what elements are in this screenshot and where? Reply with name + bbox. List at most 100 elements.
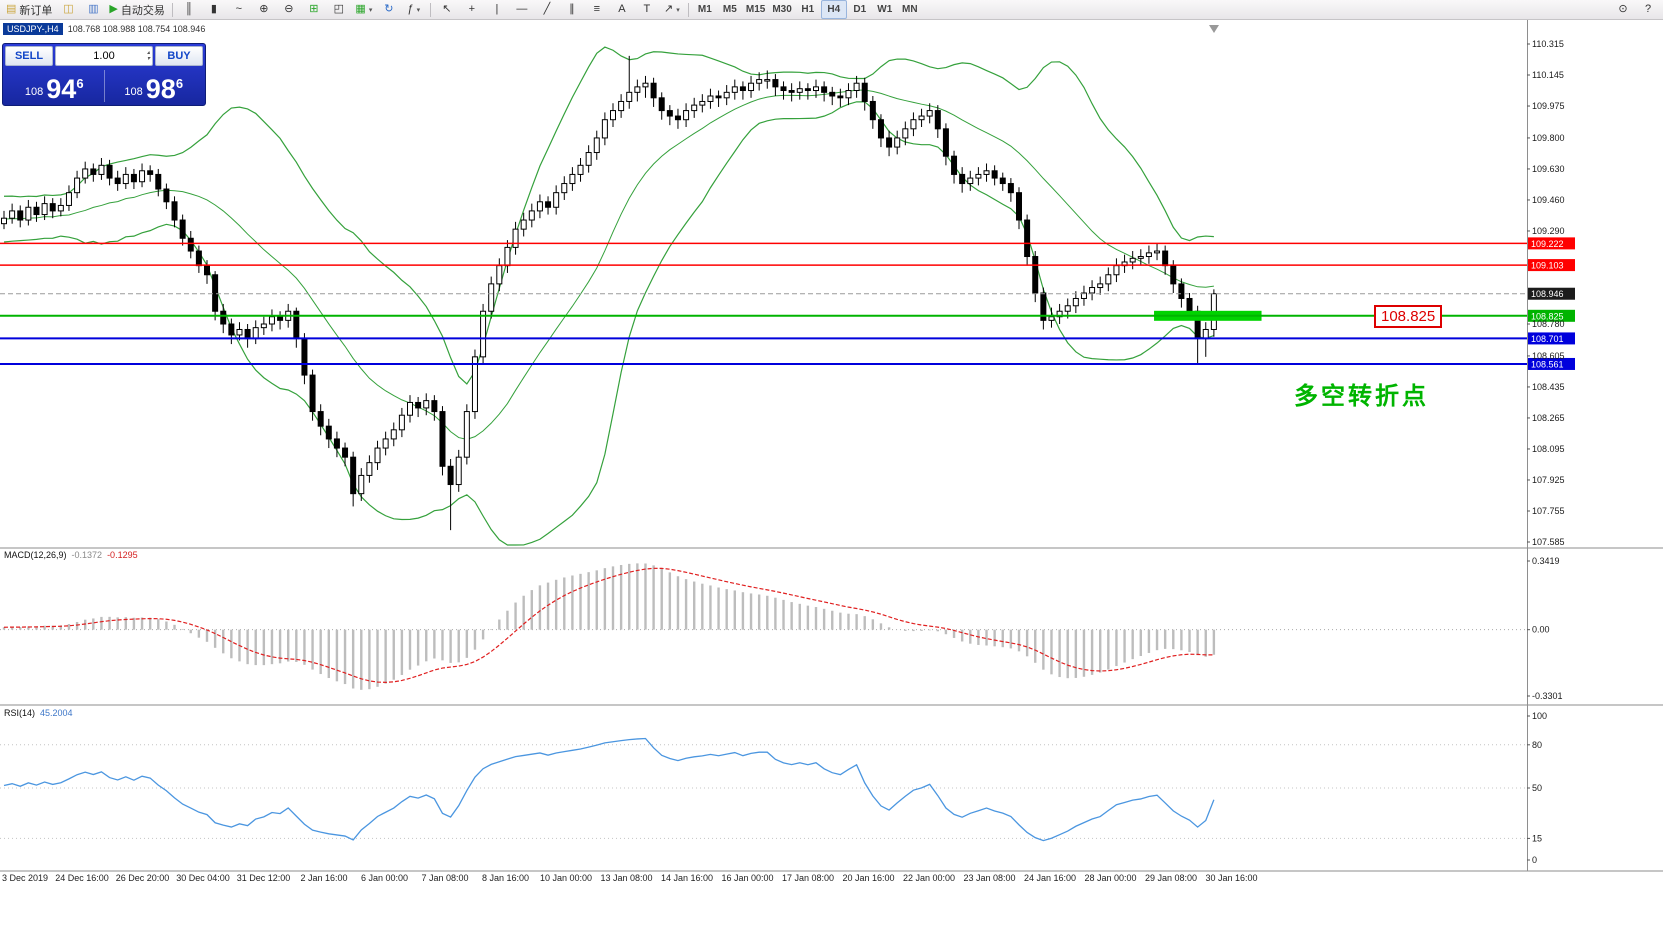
arrows-button-dropdown-icon[interactable]: ▾ xyxy=(676,6,680,14)
svg-text:31 Dec 12:00: 31 Dec 12:00 xyxy=(237,873,291,883)
bull-candle xyxy=(504,246,511,267)
timeframe-h1[interactable]: H1 xyxy=(801,4,815,15)
svg-text:110.315: 110.315 xyxy=(1532,39,1564,49)
tile-windows-button[interactable]: ⊞ xyxy=(302,1,326,18)
bear-candle xyxy=(886,137,893,148)
bear-candle xyxy=(788,90,795,93)
bear-candle xyxy=(739,86,746,92)
svg-text:14 Jan 16:00: 14 Jan 16:00 xyxy=(661,873,713,883)
line-view-button[interactable]: ~ xyxy=(227,1,251,18)
bull-candle xyxy=(796,88,803,93)
new-order-button-label: 新订单 xyxy=(19,4,53,17)
text-label-button[interactable]: T xyxy=(635,1,659,18)
autotrading-icon: ▶ xyxy=(109,3,118,15)
svg-text:0.00: 0.00 xyxy=(1532,625,1550,635)
terminal-button[interactable]: ▥ xyxy=(81,1,105,18)
fibonacci-button[interactable]: ≡ xyxy=(585,1,609,18)
toolbar-separator xyxy=(687,2,689,17)
volume-down-icon[interactable]: ▾ xyxy=(146,56,150,62)
price-tag-109.222 xyxy=(1528,237,1575,250)
bars-view-button[interactable]: ║ xyxy=(177,1,201,18)
timeframe-m5[interactable]: M5 xyxy=(722,4,737,15)
bull-candle xyxy=(358,474,365,495)
bull-candle xyxy=(366,462,373,476)
refresh-button[interactable]: ↻ xyxy=(377,1,401,18)
new-order-icon: ▤ xyxy=(6,3,17,15)
bull-candle xyxy=(390,429,397,440)
bull-candle xyxy=(553,192,560,208)
volume-up-icon[interactable]: ▴ xyxy=(146,50,150,56)
bull-candle xyxy=(691,104,698,112)
search-icon: ⊙ xyxy=(1618,3,1628,15)
svg-text:107.925: 107.925 xyxy=(1532,475,1565,485)
channel-button[interactable]: ∥ xyxy=(560,1,584,18)
svg-text:108.095: 108.095 xyxy=(1532,444,1565,454)
volume-spinner[interactable]: ▴ ▾ xyxy=(147,50,150,62)
bear-candle xyxy=(658,97,665,112)
text-icon: A xyxy=(618,3,626,15)
bear-candle xyxy=(350,456,357,495)
new-order-button[interactable]: ▤ 新订单 xyxy=(3,1,55,18)
sell-price[interactable]: 108 94 6 xyxy=(5,68,104,104)
search-button[interactable]: ⊙ xyxy=(1611,1,1635,18)
bear-candle xyxy=(325,425,332,440)
vertical-line-button[interactable]: | xyxy=(485,1,509,18)
sell-button[interactable]: SELL xyxy=(5,46,53,66)
cascade-windows-button[interactable]: ◰ xyxy=(327,1,351,18)
tile-windows-icon: ⊞ xyxy=(309,3,319,15)
bear-candle xyxy=(1024,219,1031,258)
timeframe-m1[interactable]: M1 xyxy=(697,4,712,15)
autotrading-button[interactable]: ▶ 自动交易 xyxy=(106,1,167,18)
bear-candle xyxy=(212,274,219,312)
bull-candle xyxy=(260,323,267,329)
price-callout-label[interactable]: 108.825 xyxy=(1374,305,1443,328)
timeframe-h4[interactable]: H4 xyxy=(820,0,847,19)
bear-candle xyxy=(869,100,876,121)
bear-candle xyxy=(277,316,284,321)
bear-candle xyxy=(447,465,454,486)
zoom-out-button[interactable]: ⊖ xyxy=(277,1,301,18)
cursor-button[interactable]: ↖ xyxy=(435,1,459,18)
buy-button[interactable]: BUY xyxy=(155,46,203,66)
svg-text:30 Jan 16:00: 30 Jan 16:00 xyxy=(1205,873,1257,883)
vertical-line-icon: | xyxy=(495,3,499,15)
new-chart-button[interactable]: ▦ ▾ xyxy=(352,1,376,18)
crosshair-button[interactable]: + xyxy=(460,1,484,18)
text-button[interactable]: A xyxy=(610,1,634,18)
bull-candle xyxy=(975,173,982,179)
bull-candle xyxy=(894,137,901,148)
bull-candle xyxy=(1137,256,1144,259)
bear-candle xyxy=(431,400,438,413)
bear-candle xyxy=(130,173,137,183)
svg-text:17 Jan 08:00: 17 Jan 08:00 xyxy=(782,873,834,883)
bear-candle xyxy=(837,95,844,99)
svg-text:3 Dec 2019: 3 Dec 2019 xyxy=(2,873,48,883)
timeframe-m15[interactable]: M15 xyxy=(745,4,766,15)
bull-candle xyxy=(520,219,527,230)
bull-candle xyxy=(610,110,616,121)
help-button[interactable]: ? xyxy=(1636,1,1660,18)
toolbar-separator xyxy=(429,2,431,17)
timeframe-w1[interactable]: W1 xyxy=(877,4,893,15)
horizontal-line-button[interactable]: — xyxy=(510,1,534,18)
arrows-button[interactable]: ↗ ▾ xyxy=(660,1,684,18)
chart-shot-button[interactable]: ◫ xyxy=(56,1,80,18)
bull-candle xyxy=(1072,297,1079,307)
bull-candle xyxy=(642,82,649,88)
bull-candle xyxy=(983,170,990,175)
timeframe-mn[interactable]: MN xyxy=(902,4,918,15)
indicators-button[interactable]: ƒ ▾ xyxy=(402,1,426,18)
buy-price[interactable]: 108 98 6 xyxy=(105,68,204,104)
new-chart-button-dropdown-icon[interactable]: ▾ xyxy=(368,6,373,14)
bull-candle xyxy=(707,95,714,102)
trendline-button[interactable]: ╱ xyxy=(535,1,559,18)
bull-candle xyxy=(455,456,462,486)
zoom-in-button[interactable]: ⊕ xyxy=(252,1,276,18)
timeframe-m30[interactable]: M30 xyxy=(772,4,792,15)
volume-input[interactable]: 1.00 ▴ ▾ xyxy=(55,46,153,66)
chart-shift-marker[interactable] xyxy=(1209,25,1219,33)
timeframe-d1[interactable]: D1 xyxy=(853,4,867,15)
indicators-button-dropdown-icon[interactable]: ▾ xyxy=(416,6,421,14)
candles-view-button[interactable]: ▮ xyxy=(202,1,226,18)
